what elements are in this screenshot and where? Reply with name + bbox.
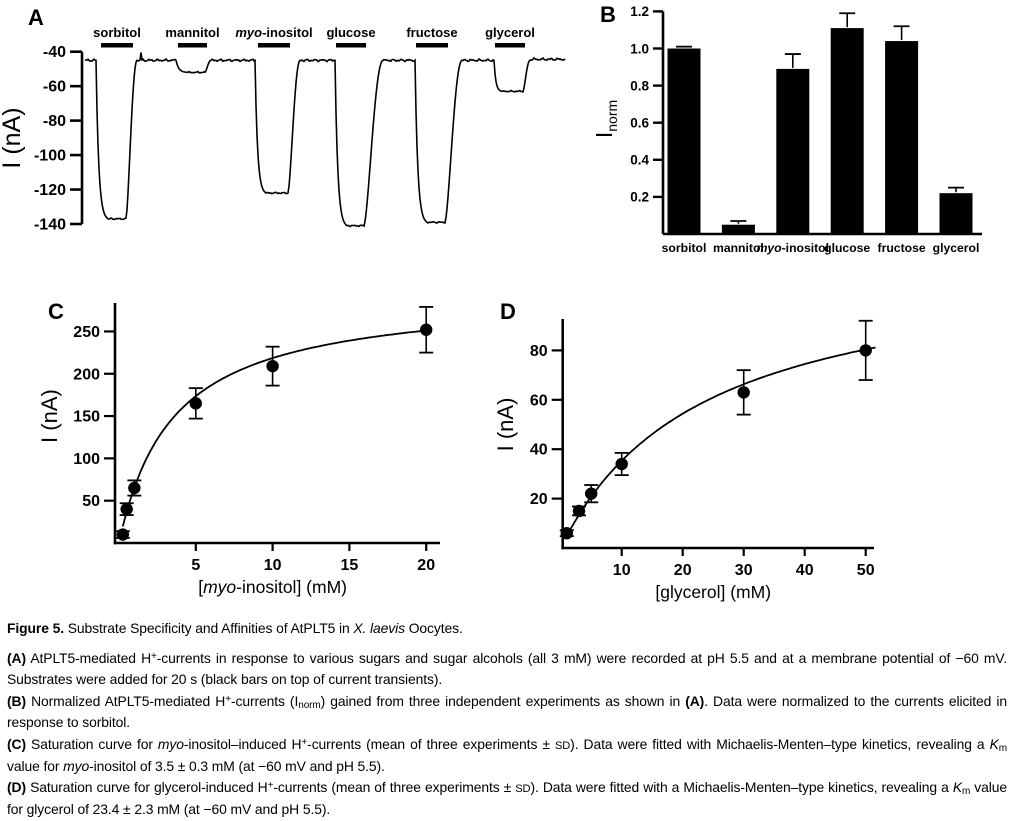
svg-text:60: 60	[530, 392, 548, 409]
svg-text:20: 20	[530, 491, 548, 508]
application-bar	[336, 43, 366, 48]
caption-panel-b: (B) Normalized AtPLT5-mediated H+-curren…	[7, 692, 1007, 731]
current-trace-chart: -40 -60 -80 -100 -120 -140 I (nA) sorbitol manni…	[0, 25, 566, 234]
panel-a-label: A	[28, 5, 44, 30]
current-trace-line	[84, 52, 566, 228]
svg-text:30: 30	[735, 562, 753, 579]
svg-text:0.4: 0.4	[630, 153, 649, 168]
svg-text:-120: -120	[34, 182, 66, 199]
panel-b-bar-chart: 0.2 0.4 0.6 0.8 1.0 1.2 Inorm sorbitol mannitol m…	[580, 0, 1016, 272]
svg-text:-140: -140	[34, 217, 66, 234]
application-bar	[101, 43, 133, 48]
svg-text:mannitol: mannitol	[165, 25, 219, 40]
svg-text:sorbitol: sorbitol	[662, 241, 707, 255]
data-point	[120, 502, 133, 516]
data-point	[737, 386, 750, 399]
svg-text:glucose: glucose	[326, 25, 375, 40]
data-point	[116, 528, 130, 541]
svg-text:100: 100	[73, 451, 100, 468]
svg-text:10: 10	[613, 562, 631, 579]
data-point	[560, 526, 573, 540]
application-bar	[495, 43, 525, 48]
data-point	[420, 323, 433, 336]
data-point	[585, 487, 598, 500]
x-axis-label: [myo-inositol] (mM)	[198, 577, 347, 597]
x-axis-label: [glycerol] (mM)	[655, 582, 771, 602]
panel-b-y-axis-label: Inorm	[591, 100, 620, 138]
svg-text:glycerol: glycerol	[485, 25, 535, 40]
application-bar	[416, 43, 448, 48]
application-bar	[178, 43, 207, 48]
svg-text:5: 5	[191, 557, 200, 574]
svg-text:20: 20	[417, 557, 435, 574]
svg-text:0.6: 0.6	[630, 116, 649, 131]
svg-text:glucose: glucose	[824, 241, 870, 255]
svg-text:250: 250	[73, 324, 100, 341]
bar	[885, 41, 919, 234]
svg-text:15: 15	[341, 557, 359, 574]
svg-text:glycerol: glycerol	[933, 241, 980, 255]
svg-text:-40: -40	[43, 44, 66, 61]
svg-text:myo-inositol: myo-inositol	[757, 241, 829, 255]
svg-text:0.8: 0.8	[630, 78, 649, 93]
data-point	[859, 344, 872, 357]
data-point	[189, 397, 202, 410]
svg-text:-80: -80	[43, 113, 66, 130]
svg-text:fructose: fructose	[878, 241, 926, 255]
myo-inositol-saturation-chart: 5 10 15 20 50 100 150 200 250 I (nA) [myo-inositol…	[37, 303, 440, 597]
caption-panel-a: (A) AtPLT5-mediated H+-currents in respo…	[7, 649, 1007, 688]
bar	[776, 68, 810, 234]
panel-d-saturation-curve: 10 20 30 40 50 20 40 60 80 I (nA) [glycerol] (mM)	[490, 285, 970, 610]
y-axis-label: I (nA)	[37, 389, 62, 443]
svg-text:40: 40	[796, 562, 814, 579]
svg-text:-60: -60	[43, 79, 66, 96]
bar	[667, 48, 701, 234]
svg-text:myo-inositol: myo-inositol	[235, 25, 312, 40]
svg-text:20: 20	[674, 562, 692, 579]
svg-text:-100: -100	[34, 148, 66, 165]
figure-caption: Figure 5. Substrate Specificity and Affi…	[7, 619, 1007, 821]
svg-text:80: 80	[530, 343, 548, 360]
bar	[830, 28, 864, 234]
fit-curve	[564, 346, 876, 539]
fit-curve	[121, 329, 430, 527]
panel-a-current-trace: -40 -60 -80 -100 -120 -140 I (nA) sorbitol manni…	[0, 0, 578, 275]
svg-text:fructose: fructose	[406, 25, 457, 40]
svg-text:0.2: 0.2	[630, 190, 649, 205]
panel-c-saturation-curve: 5 10 15 20 50 100 150 200 250 I (nA) [myo-inositol…	[37, 285, 505, 610]
panel-b-label: B	[600, 2, 616, 27]
svg-text:150: 150	[73, 409, 100, 426]
svg-text:mannitol: mannitol	[713, 241, 764, 255]
data-point	[266, 359, 279, 373]
svg-text:50: 50	[82, 493, 100, 510]
data-point	[615, 457, 628, 471]
panel-c-label: C	[48, 299, 64, 324]
bar	[721, 224, 755, 234]
application-bar	[258, 43, 290, 48]
caption-title: Figure 5. Substrate Specificity and Affi…	[7, 620, 463, 636]
svg-text:1.0: 1.0	[630, 41, 649, 56]
svg-text:sorbitol: sorbitol	[93, 25, 141, 40]
data-point	[128, 481, 141, 495]
bar	[939, 193, 973, 234]
panel-d-label: D	[500, 299, 516, 324]
svg-text:1.2: 1.2	[630, 4, 649, 19]
svg-text:40: 40	[530, 442, 548, 459]
caption-panel-d: (D) Saturation curve for glycerol-induce…	[7, 779, 1008, 817]
y-axis-label: I (nA)	[493, 398, 518, 452]
svg-text:200: 200	[73, 366, 100, 383]
data-point	[572, 504, 586, 518]
svg-text:50: 50	[857, 562, 875, 579]
normalized-current-bar-chart: 0.2 0.4 0.6 0.8 1.0 1.2 Inorm sorbitol mannitolm…	[591, 4, 982, 255]
svg-text:10: 10	[264, 557, 282, 574]
glycerol-saturation-chart: 10 20 30 40 50 20 40 60 80 I (nA) [glycerol] (mM)	[493, 319, 876, 602]
caption-panel-c: (C) Saturation curve for myo-inositol–in…	[7, 735, 1007, 774]
panel-a-y-axis-label: I (nA)	[0, 107, 26, 168]
